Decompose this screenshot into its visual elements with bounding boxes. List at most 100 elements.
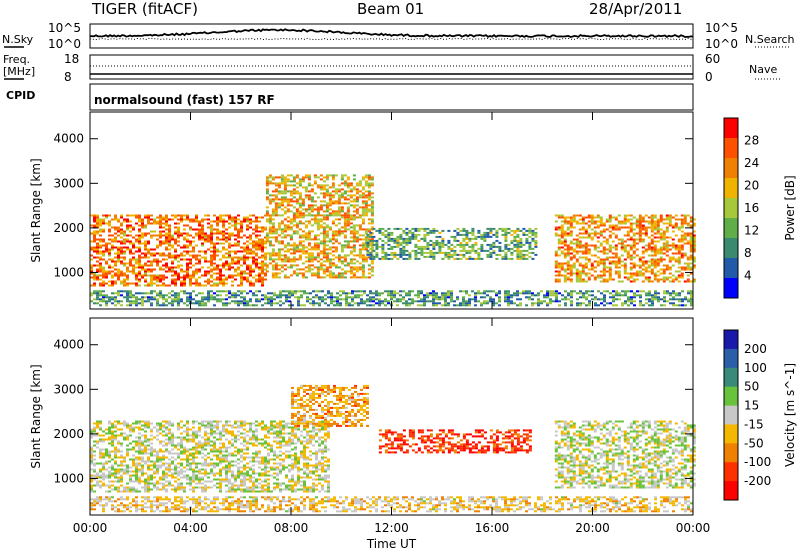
power-echo-cell — [501, 249, 505, 252]
power-echo-cell — [120, 230, 123, 233]
power-echo-cell — [659, 214, 663, 217]
power-echo-cell — [352, 250, 356, 253]
power-echo-cell — [222, 248, 225, 251]
power-echo-cell — [283, 182, 287, 185]
power-echo-cell — [665, 222, 669, 225]
power-echo-cell — [581, 244, 585, 247]
velocity-echo-cell — [99, 438, 102, 441]
power-echo-cell — [120, 270, 123, 273]
power-echo-cell — [210, 220, 213, 223]
power-echo-cell — [102, 218, 105, 221]
power-echo-cell — [343, 240, 347, 243]
velocity-echo-cell — [123, 420, 126, 423]
power-echo-cell — [156, 216, 159, 219]
velocity-echo-cell — [90, 448, 93, 451]
power-echo-cell — [322, 226, 326, 229]
velocity-echo-cell — [129, 486, 132, 489]
power-echo-cell — [283, 244, 287, 247]
power-echo-cell — [294, 292, 297, 295]
power-echo-cell — [231, 284, 234, 287]
velocity-echo-cell — [120, 464, 123, 467]
power-echo-cell — [264, 228, 267, 231]
power-echo-cell — [207, 266, 210, 269]
power-echo-cell — [387, 300, 390, 303]
power-echo-cell — [319, 192, 323, 195]
power-echo-cell — [608, 244, 612, 247]
power-echo-cell — [644, 250, 648, 253]
power-echo-cell — [129, 292, 132, 295]
power-echo-cell — [429, 251, 433, 254]
power-echo-cell — [228, 232, 231, 235]
velocity-echo-cell — [120, 476, 123, 479]
power-echo-cell — [552, 290, 555, 293]
power-echo-cell — [93, 246, 96, 249]
power-echo-cell — [280, 192, 284, 195]
velocity-echo-cell — [99, 456, 102, 459]
power-echo-cell — [328, 276, 332, 279]
power-echo-cell — [645, 302, 648, 305]
power-echo-cell — [384, 233, 388, 236]
power-echo-cell — [656, 232, 660, 235]
power-echo-cell — [102, 238, 105, 241]
velocity-echo-cell — [138, 464, 141, 467]
power-echo-cell — [626, 234, 630, 237]
power-echo-cell — [123, 234, 126, 237]
power-echo-cell — [666, 290, 669, 293]
power-echo-cell — [108, 266, 111, 269]
power-echo-cell — [334, 212, 338, 215]
power-echo-cell — [165, 298, 168, 301]
power-echo-cell — [665, 244, 669, 247]
power-echo-cell — [138, 256, 141, 259]
power-echo-cell — [195, 268, 198, 271]
power-echo-cell — [304, 236, 308, 239]
power-echo-cell — [677, 258, 681, 261]
power-echo-cell — [361, 274, 365, 277]
power-echo-cell — [602, 264, 606, 267]
power-echo-cell — [102, 276, 105, 279]
power-echo-cell — [531, 294, 534, 297]
power-echo-cell — [96, 238, 99, 241]
power-echo-cell — [165, 238, 168, 241]
power-echo-cell — [108, 280, 111, 283]
power-echo-cell — [638, 216, 642, 219]
power-echo-cell — [331, 230, 335, 233]
velocity-echo-cell — [105, 448, 108, 451]
power-echo-cell — [644, 214, 648, 217]
velocity-echo-cell — [138, 476, 141, 479]
power-echo-cell — [325, 188, 329, 191]
power-echo-cell — [636, 294, 639, 297]
velocity-echo-cell — [93, 470, 96, 473]
power-echo-cell — [159, 268, 162, 271]
power-echo-cell — [201, 228, 204, 231]
power-echo-cell — [316, 226, 320, 229]
power-echo-cell — [210, 230, 213, 233]
power-echo-cell — [141, 276, 144, 279]
power-echo-cell — [328, 240, 332, 243]
power-echo-cell — [447, 247, 451, 250]
power-echo-cell — [569, 280, 573, 283]
power-echo-cell — [201, 236, 204, 239]
velocity-echo-cell — [126, 468, 129, 471]
power-echo-cell — [243, 248, 246, 251]
power-echo-cell — [587, 272, 591, 275]
power-echo-cell — [692, 278, 696, 281]
power-echo-cell — [343, 198, 347, 201]
power-echo-cell — [298, 256, 302, 259]
power-echo-cell — [420, 290, 423, 293]
power-echo-cell — [626, 276, 630, 279]
power-echo-cell — [554, 254, 558, 257]
power-echo-cell — [647, 266, 651, 269]
power-echo-cell — [325, 218, 329, 221]
power-echo-cell — [96, 298, 99, 301]
power-echo-cell — [138, 240, 141, 243]
power-echo-cell — [129, 220, 132, 223]
power-echo-cell — [144, 292, 147, 295]
power-echo-cell — [246, 226, 249, 229]
power-echo-cell — [558, 292, 561, 295]
velocity-echo-cell — [132, 422, 135, 425]
power-echo-cell — [165, 220, 168, 223]
power-echo-cell — [557, 242, 561, 245]
power-echo-cell — [420, 249, 424, 252]
power-echo-cell — [330, 294, 333, 297]
